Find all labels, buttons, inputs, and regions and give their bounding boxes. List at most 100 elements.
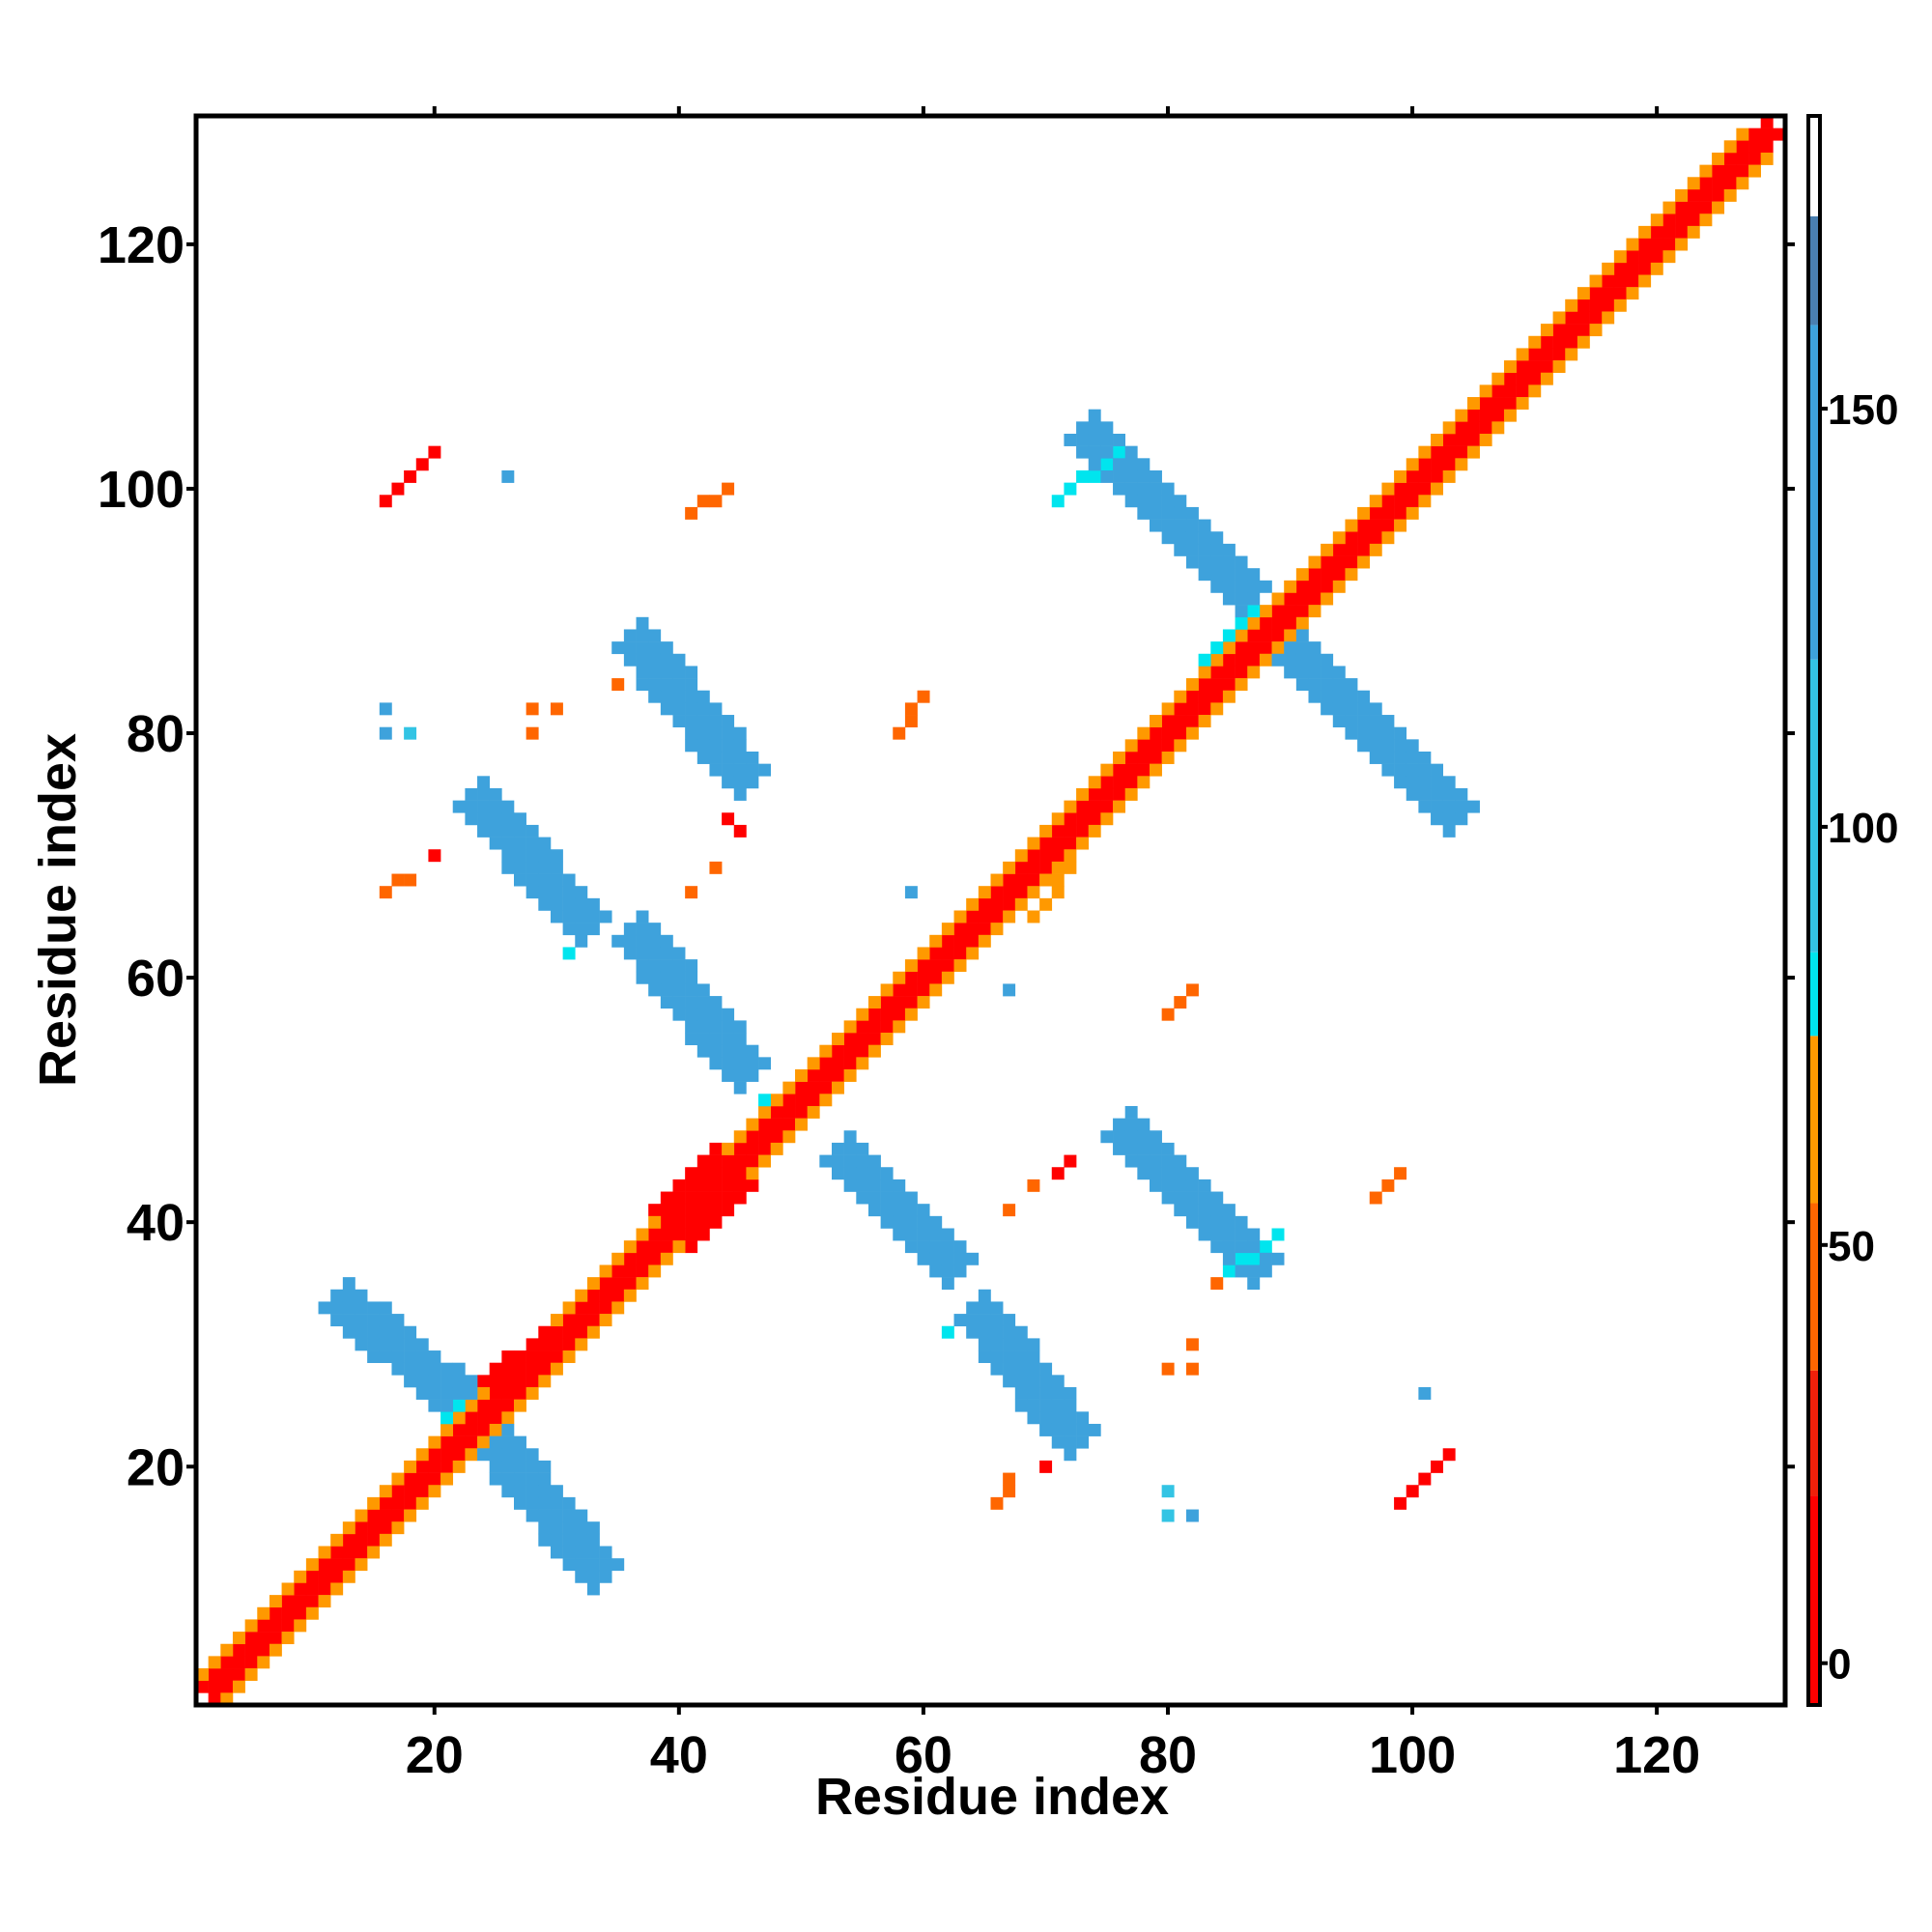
- heatmap-cell: [1687, 213, 1700, 227]
- heatmap-cell: [636, 1240, 649, 1254]
- heatmap-cell: [1675, 213, 1689, 227]
- heatmap-cell: [428, 1362, 441, 1376]
- colorbar-frame: [1806, 114, 1822, 1707]
- heatmap-cell: [440, 1411, 454, 1425]
- heatmap-cell: [1431, 482, 1443, 496]
- heatmap-cell: [1076, 824, 1090, 838]
- heatmap-cell: [1064, 434, 1077, 446]
- heatmap-cell: [722, 1069, 735, 1082]
- heatmap-cell: [1137, 1142, 1151, 1155]
- heatmap-cell: [1626, 250, 1639, 264]
- heatmap-cell: [1455, 787, 1468, 801]
- heatmap-cell: [281, 1619, 295, 1633]
- heatmap-cell: [501, 1472, 515, 1486]
- heatmap-cell: [648, 983, 662, 997]
- heatmap-cell: [550, 861, 563, 874]
- heatmap-cell: [514, 1362, 526, 1376]
- heatmap-cell: [1088, 800, 1101, 813]
- heatmap-cell: [1185, 1204, 1199, 1217]
- heatmap-cell: [501, 861, 515, 874]
- heatmap-cell: [941, 934, 954, 948]
- heatmap-cell: [1552, 311, 1566, 325]
- heatmap-cell: [1650, 262, 1663, 275]
- heatmap-cell: [733, 739, 747, 753]
- heatmap-cell: [1100, 787, 1114, 801]
- heatmap-cell: [501, 824, 515, 838]
- heatmap-cell: [428, 1399, 441, 1412]
- heatmap-cell: [722, 812, 735, 826]
- heatmap-cell: [832, 1057, 844, 1070]
- heatmap-cell: [1051, 1399, 1065, 1412]
- heatmap-cell: [355, 1546, 368, 1559]
- heatmap-cell: [648, 1264, 662, 1278]
- heatmap-cell: [318, 1546, 331, 1559]
- heatmap-cell: [843, 1033, 857, 1045]
- heatmap-cell: [404, 1509, 417, 1522]
- heatmap-cell: [1431, 812, 1443, 826]
- heatmap-cell: [1161, 1179, 1175, 1192]
- heatmap-cell: [514, 837, 526, 850]
- heatmap-cell: [904, 886, 918, 899]
- heatmap-cell: [722, 715, 735, 727]
- heatmap-cell: [1100, 776, 1114, 789]
- heatmap-cell: [758, 1094, 772, 1107]
- heatmap-cell: [1613, 287, 1627, 300]
- heatmap-cell: [746, 1167, 759, 1180]
- heatmap-cell: [966, 910, 980, 923]
- heatmap-cell: [1345, 543, 1358, 556]
- heatmap-cell: [1662, 238, 1676, 251]
- heatmap-cell: [550, 1325, 563, 1339]
- heatmap-cell: [1540, 324, 1553, 337]
- heatmap-cell: [1321, 555, 1334, 569]
- heatmap-cell: [404, 469, 417, 483]
- heatmap-cell: [746, 1069, 759, 1082]
- heatmap-cell: [1064, 1423, 1077, 1436]
- heatmap-cell: [1284, 641, 1297, 655]
- heatmap-cell: [562, 1496, 576, 1510]
- heatmap-cell: [465, 1387, 478, 1400]
- heatmap-cell: [1760, 116, 1774, 128]
- heatmap-cell: [611, 1301, 625, 1315]
- heatmap-cell: [599, 1289, 612, 1302]
- heatmap-cell: [1150, 763, 1162, 777]
- heatmap-cell: [575, 1325, 588, 1339]
- heatmap-cell: [660, 959, 673, 973]
- heatmap-cell: [1150, 1130, 1162, 1144]
- heatmap-cell: [660, 1252, 673, 1265]
- heatmap-cell: [660, 947, 673, 960]
- y-axis-ticks: 20 40 60 80 100 120: [98, 216, 1795, 1496]
- heatmap-cell: [672, 1240, 686, 1254]
- heatmap-cell: [501, 1411, 515, 1425]
- heatmap-cell: [318, 1582, 331, 1596]
- heatmap-cell: [367, 1301, 381, 1315]
- heatmap-cell: [257, 1619, 270, 1633]
- heatmap-cell: [355, 1509, 368, 1522]
- heatmap-cell: [1137, 776, 1151, 789]
- heatmap-cell: [1406, 458, 1419, 471]
- heatmap-cell: [415, 1375, 429, 1388]
- heatmap-cell: [648, 971, 662, 984]
- heatmap-cell: [1222, 568, 1236, 582]
- heatmap-cell: [404, 1375, 417, 1388]
- heatmap-cell: [330, 1301, 344, 1315]
- heatmap-cell: [893, 1179, 906, 1192]
- heatmap-cell: [1247, 653, 1261, 667]
- heatmap-cell: [1137, 726, 1151, 740]
- heatmap-cell: [526, 1338, 539, 1351]
- heatmap-cell: [501, 1387, 515, 1400]
- heatmap-cell: [1051, 886, 1065, 899]
- heatmap-cell: [1137, 763, 1151, 777]
- heatmap-cell: [660, 971, 673, 984]
- heatmap-cell: [1675, 238, 1689, 251]
- heatmap-cell: [586, 1582, 600, 1596]
- heatmap-cell: [1210, 666, 1224, 679]
- heatmap-cell: [1161, 1191, 1175, 1205]
- heatmap-cell: [1748, 164, 1761, 178]
- heatmap-cell: [1381, 739, 1395, 753]
- heatmap-cell: [696, 1215, 710, 1229]
- heatmap-cell: [538, 873, 552, 887]
- colorbar-tick-label: 0: [1828, 1641, 1851, 1689]
- heatmap-cell: [599, 1546, 612, 1559]
- heatmap-cell: [1431, 763, 1443, 777]
- heatmap-cell: [1064, 1448, 1077, 1462]
